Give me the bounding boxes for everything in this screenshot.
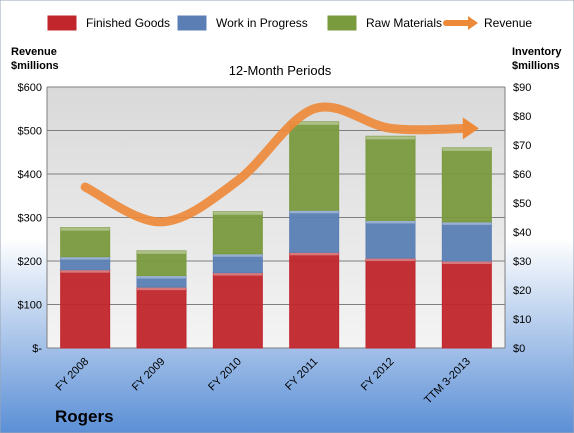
bar-highlight	[289, 121, 339, 125]
bar-segment	[60, 227, 111, 258]
bar-segment	[212, 272, 263, 349]
bar-highlight	[289, 252, 339, 256]
legend-swatch	[327, 15, 357, 31]
bar-highlight	[442, 147, 492, 151]
bar-segment	[289, 209, 340, 253]
bar-segment	[365, 219, 416, 259]
bar-segment	[365, 135, 416, 221]
left-axis-label-line2: $millions	[11, 60, 59, 72]
bar-segment	[441, 221, 492, 262]
left-tick-label: $100	[18, 300, 42, 312]
legend-label: Finished Goods	[86, 16, 170, 30]
left-axis-label-line1: Revenue	[11, 46, 57, 58]
legend-swatch	[47, 15, 77, 31]
left-tick-label: $500	[18, 126, 42, 138]
legend: Finished Goods Work in Progress Raw Materi…	[47, 15, 532, 31]
legend-label: Work in Progress	[216, 16, 308, 30]
bar-highlight	[137, 250, 186, 254]
bar-highlight	[366, 220, 415, 224]
bar-highlight	[213, 253, 263, 257]
bar-highlight	[60, 256, 110, 260]
bar-highlight	[213, 211, 263, 215]
bar-highlight	[289, 210, 339, 214]
bar-highlight	[442, 261, 492, 264]
legend-arrow	[468, 16, 478, 30]
left-tick-label: $300	[18, 213, 42, 225]
right-axis-label-line2: $millions	[512, 60, 560, 72]
bar-highlight	[60, 227, 110, 231]
bar-highlight	[60, 269, 110, 273]
right-tick-label: $20	[513, 285, 531, 297]
bar-segment	[212, 211, 263, 255]
legend-swatch	[177, 15, 207, 31]
right-tick-label: $10	[513, 314, 531, 326]
right-tick-label: $90	[513, 82, 531, 94]
left-tick-label: $400	[18, 169, 42, 181]
bar-segment	[365, 257, 416, 349]
revenue-line	[80, 102, 479, 227]
chart-title: 12-Month Periods	[229, 63, 332, 78]
right-tick-label: $50	[513, 198, 531, 210]
legend-label: Revenue	[484, 16, 532, 30]
left-tick-label: $-	[32, 343, 42, 355]
left-tick-label: $600	[18, 82, 42, 94]
revenue-arrow-head	[462, 117, 479, 140]
bar-segment	[441, 260, 492, 349]
bar-highlight	[442, 221, 492, 225]
bar-highlight	[366, 258, 415, 262]
bar-highlight	[366, 136, 415, 140]
bar-segment	[289, 121, 340, 211]
bar-segment	[289, 251, 340, 349]
bar-segment	[60, 269, 111, 349]
bar-segment	[136, 286, 187, 349]
right-tick-label: $60	[513, 169, 531, 181]
bar-series	[60, 121, 492, 349]
right-tick-label: $80	[513, 111, 531, 123]
right-tick-label: $30	[513, 256, 531, 268]
bar-highlight	[213, 272, 263, 276]
bar-segment	[441, 147, 492, 223]
bar-highlight	[137, 275, 186, 279]
revenue-line-path	[80, 102, 472, 227]
right-tick-label: $0	[513, 343, 525, 355]
company-name: Rogers	[55, 407, 114, 426]
right-tick-label: $70	[513, 140, 531, 152]
bar-segment	[136, 250, 187, 277]
bar-highlight	[137, 287, 186, 291]
left-tick-label: $200	[18, 256, 42, 268]
right-tick-label: $40	[513, 227, 531, 239]
legend-label: Raw Materials	[366, 16, 442, 30]
right-axis-label-line1: Inventory	[512, 46, 562, 58]
